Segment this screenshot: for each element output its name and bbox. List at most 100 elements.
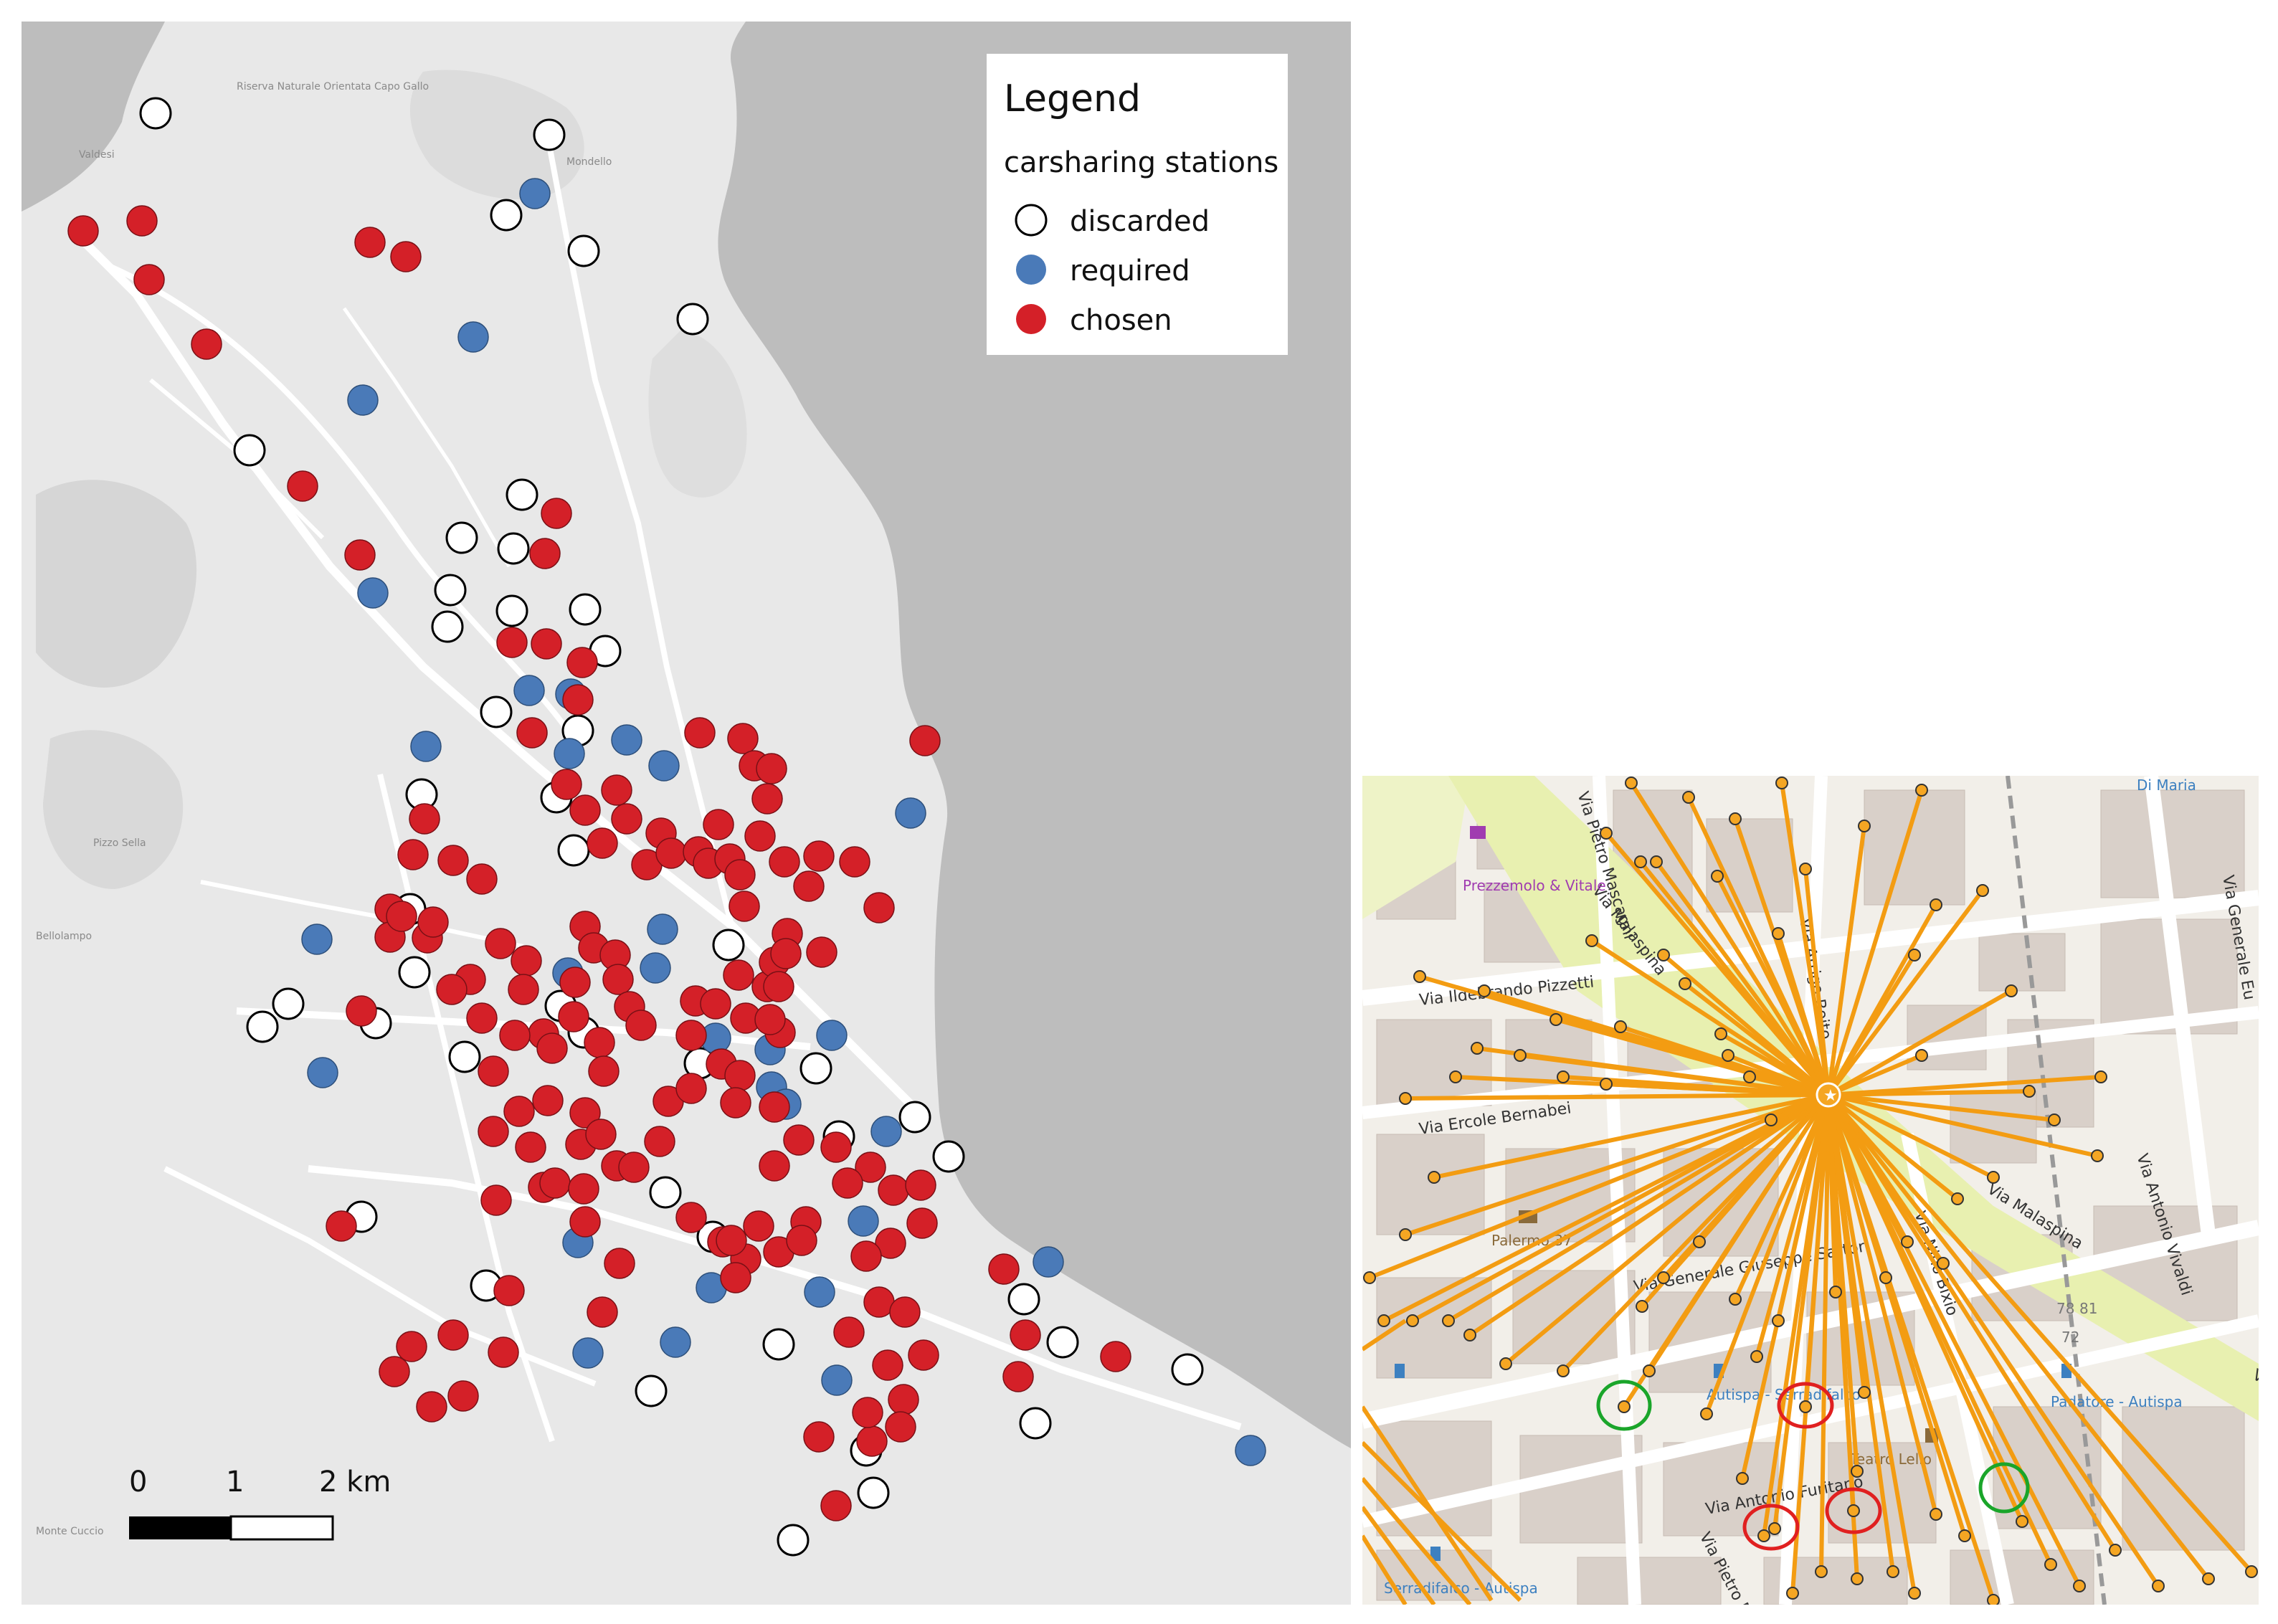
- station-discarded: [272, 987, 305, 1020]
- scale-label-1: 1: [226, 1466, 244, 1499]
- connection-line: [1826, 954, 1917, 1096]
- place-label: Pizzo Sella: [93, 837, 146, 849]
- connection-line: [1468, 1093, 1830, 1337]
- candidate-node: [1901, 1235, 1914, 1248]
- green-highlight: [1978, 1462, 2030, 1514]
- station-chosen: [532, 1085, 564, 1116]
- legend-marker-discarded: [1015, 204, 1048, 237]
- station-chosen: [516, 717, 548, 749]
- station-chosen: [493, 1275, 525, 1306]
- station-discarded: [431, 610, 464, 643]
- station-chosen: [684, 717, 716, 749]
- bus-stop-icon: [1395, 1364, 1405, 1378]
- building: [1993, 1406, 2102, 1529]
- candidate-node: [1987, 1171, 2000, 1184]
- station-required: [647, 913, 678, 945]
- connection-line: [1719, 1032, 1830, 1097]
- station-chosen: [909, 725, 941, 756]
- station-chosen: [587, 827, 618, 859]
- building: [1519, 1435, 1643, 1544]
- station-chosen: [133, 264, 165, 295]
- station-chosen: [872, 1349, 903, 1381]
- station-chosen: [727, 723, 759, 754]
- candidate-node: [1618, 1400, 1631, 1413]
- connection-line: [1362, 1405, 1494, 1602]
- connection-line: [1827, 1093, 1959, 1201]
- candidate-node: [1951, 1192, 1964, 1205]
- building: [2100, 789, 2245, 898]
- station-chosen: [759, 1091, 790, 1123]
- highlight-circles: [1596, 1380, 2030, 1551]
- candidate-node: [2016, 1515, 2028, 1528]
- station-chosen: [644, 1126, 675, 1157]
- connection-line: [1826, 1094, 1917, 1594]
- connection-line: [1368, 1093, 1830, 1280]
- connection-line: [1590, 939, 1830, 1097]
- connection-line: [1826, 1094, 1859, 1580]
- candidate-node: [1768, 1522, 1781, 1535]
- connection-line: [1826, 825, 1866, 1096]
- station-chosen: [751, 783, 783, 815]
- candidate-node: [1478, 984, 1491, 997]
- station-discarded: [777, 1524, 810, 1557]
- station-discarded: [762, 1328, 795, 1361]
- candidate-node: [1937, 1257, 1950, 1270]
- candidate-node: [1471, 1042, 1484, 1055]
- legend-subtitle: carsharing stations: [1004, 146, 1278, 179]
- station-chosen: [675, 1202, 707, 1233]
- candidate-node: [1729, 1293, 1742, 1306]
- building: [1950, 1549, 2094, 1605]
- building: [1577, 1557, 1722, 1605]
- streets: [1362, 776, 2259, 1605]
- candidate-node: [1743, 1070, 1756, 1083]
- station-markers: [67, 97, 1266, 1557]
- connection-line: [1826, 1093, 2254, 1573]
- station-chosen: [769, 846, 800, 878]
- station-chosen: [585, 1119, 617, 1150]
- candidate-node: [2044, 1558, 2057, 1571]
- connection-line: [1826, 1094, 1995, 1601]
- station-chosen: [839, 846, 870, 878]
- shop-icon: [1470, 826, 1486, 839]
- station-chosen: [386, 901, 417, 932]
- station-required: [804, 1276, 835, 1308]
- candidate-node: [1650, 855, 1663, 868]
- connection-line: [1776, 933, 1831, 1096]
- candidate-node: [2202, 1572, 2215, 1585]
- station-discarded: [1019, 1407, 1052, 1440]
- scale-bar: 0 1 2 km: [129, 1466, 391, 1541]
- candidate-node: [1585, 934, 1598, 947]
- candidate-node: [1679, 977, 1691, 990]
- connection-line: [1362, 1534, 1408, 1605]
- candidate-node: [1636, 1300, 1648, 1313]
- station-discarded: [635, 1374, 668, 1407]
- legend-title: Legend: [1004, 77, 1141, 120]
- candidate-node: [1634, 855, 1647, 868]
- station-chosen: [723, 959, 754, 991]
- candidate-node: [1399, 1092, 1412, 1105]
- connection-line: [1504, 1093, 1830, 1366]
- connection-line: [1755, 1094, 1831, 1357]
- station-discarded: [480, 695, 513, 728]
- building: [1376, 1019, 1492, 1106]
- station-chosen: [724, 859, 756, 891]
- station-chosen: [743, 1210, 774, 1242]
- red-highlight: [1777, 1382, 1834, 1429]
- connection-line: [1622, 1093, 1831, 1408]
- candidate-node: [1879, 1271, 1892, 1284]
- station-chosen: [601, 774, 632, 806]
- station-required: [848, 1205, 879, 1237]
- green-strip: [1362, 776, 1470, 919]
- station-chosen: [566, 647, 598, 678]
- connection-line: [1826, 1093, 2160, 1587]
- station-chosen: [437, 845, 469, 876]
- station-chosen: [480, 1184, 512, 1216]
- candidate-node: [1915, 1049, 1928, 1062]
- station-chosen: [354, 227, 386, 258]
- station-chosen: [833, 1316, 865, 1348]
- station-required: [870, 1116, 902, 1147]
- station-required: [1033, 1246, 1064, 1278]
- station-discarded: [506, 478, 538, 511]
- candidate-node: [1851, 1465, 1864, 1478]
- connection-line: [1826, 1093, 2053, 1566]
